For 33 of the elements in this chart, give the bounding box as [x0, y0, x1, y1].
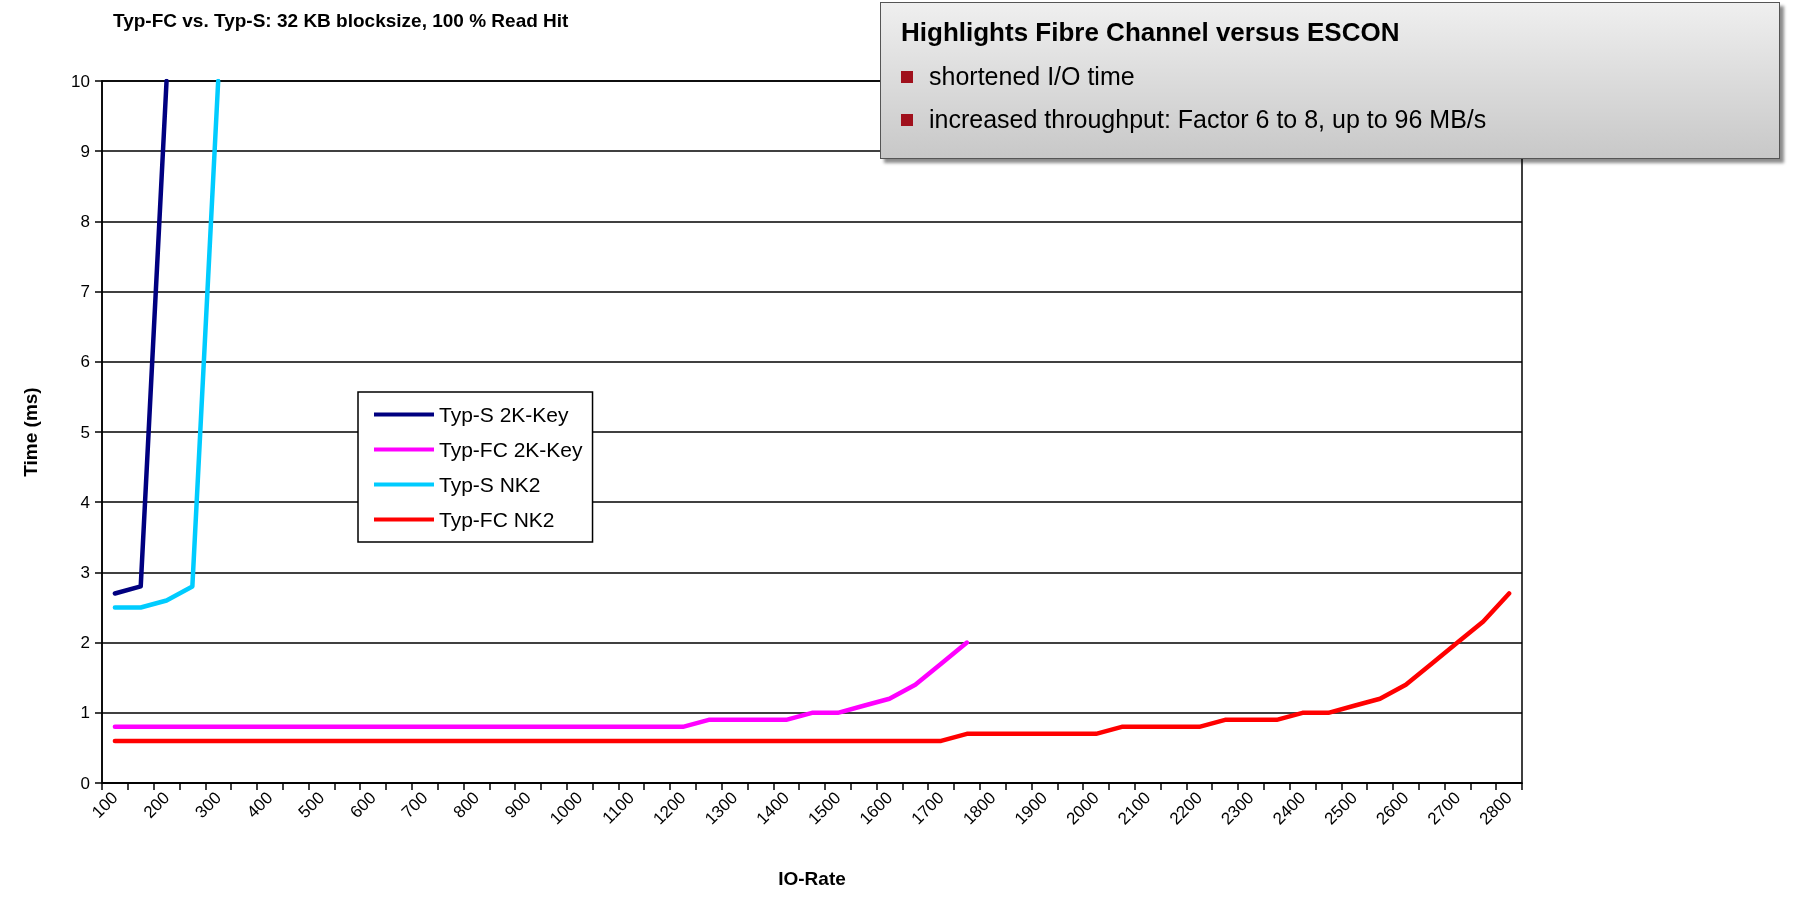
- y-tick-label: 5: [80, 422, 90, 442]
- legend-label: Typ-S NK2: [439, 473, 541, 496]
- x-tick-label: 700: [397, 788, 432, 822]
- x-tick-label: 400: [243, 788, 277, 822]
- chart-title: Typ-FC vs. Typ-S: 32 KB blocksize, 100 % Read Hit: [113, 10, 570, 31]
- x-tick-label: 900: [501, 788, 535, 822]
- y-axis-title: Time (ms): [20, 387, 41, 477]
- x-tick-label: 100: [88, 788, 122, 822]
- legend-label: Typ-FC 2K-Key: [439, 438, 584, 461]
- legend-label: Typ-S 2K-Key: [439, 403, 570, 426]
- line-series: [112, 78, 221, 610]
- x-tick-label: 300: [191, 788, 225, 822]
- line-series: [112, 591, 1512, 744]
- annotation: increased throughput: Factor 6 to 8, up to 96 MB/s: [929, 105, 1487, 134]
- x-axis-title: IO-Rate: [778, 868, 846, 889]
- line-series: [112, 640, 970, 730]
- x-tick-label: 500: [294, 788, 329, 822]
- x-tick-label: 200: [139, 788, 174, 822]
- y-tick-label: 9: [80, 141, 90, 161]
- y-tick-label: 3: [80, 562, 90, 582]
- y-tick-label: 6: [80, 352, 90, 372]
- y-tick-label: 0: [80, 773, 90, 793]
- legend-label: Typ-FC NK2: [439, 508, 555, 531]
- x-tick-label: 600: [346, 788, 380, 822]
- y-tick-label: 8: [80, 211, 90, 231]
- x-tick-label: 800: [449, 788, 484, 822]
- annotation: shortened I/O time: [929, 62, 1135, 91]
- y-tick-label: 1: [80, 703, 90, 723]
- callout-box: Highlights Fibre Channel versus ESCON shortened I/O time increased throughput: Factor 6 to 8, up to 96 MB/s: [880, 2, 1780, 159]
- y-tick-label: 4: [80, 492, 90, 512]
- y-tick-label: 10: [71, 71, 90, 91]
- y-tick-label: 2: [80, 633, 90, 653]
- y-tick-label: 7: [80, 282, 90, 302]
